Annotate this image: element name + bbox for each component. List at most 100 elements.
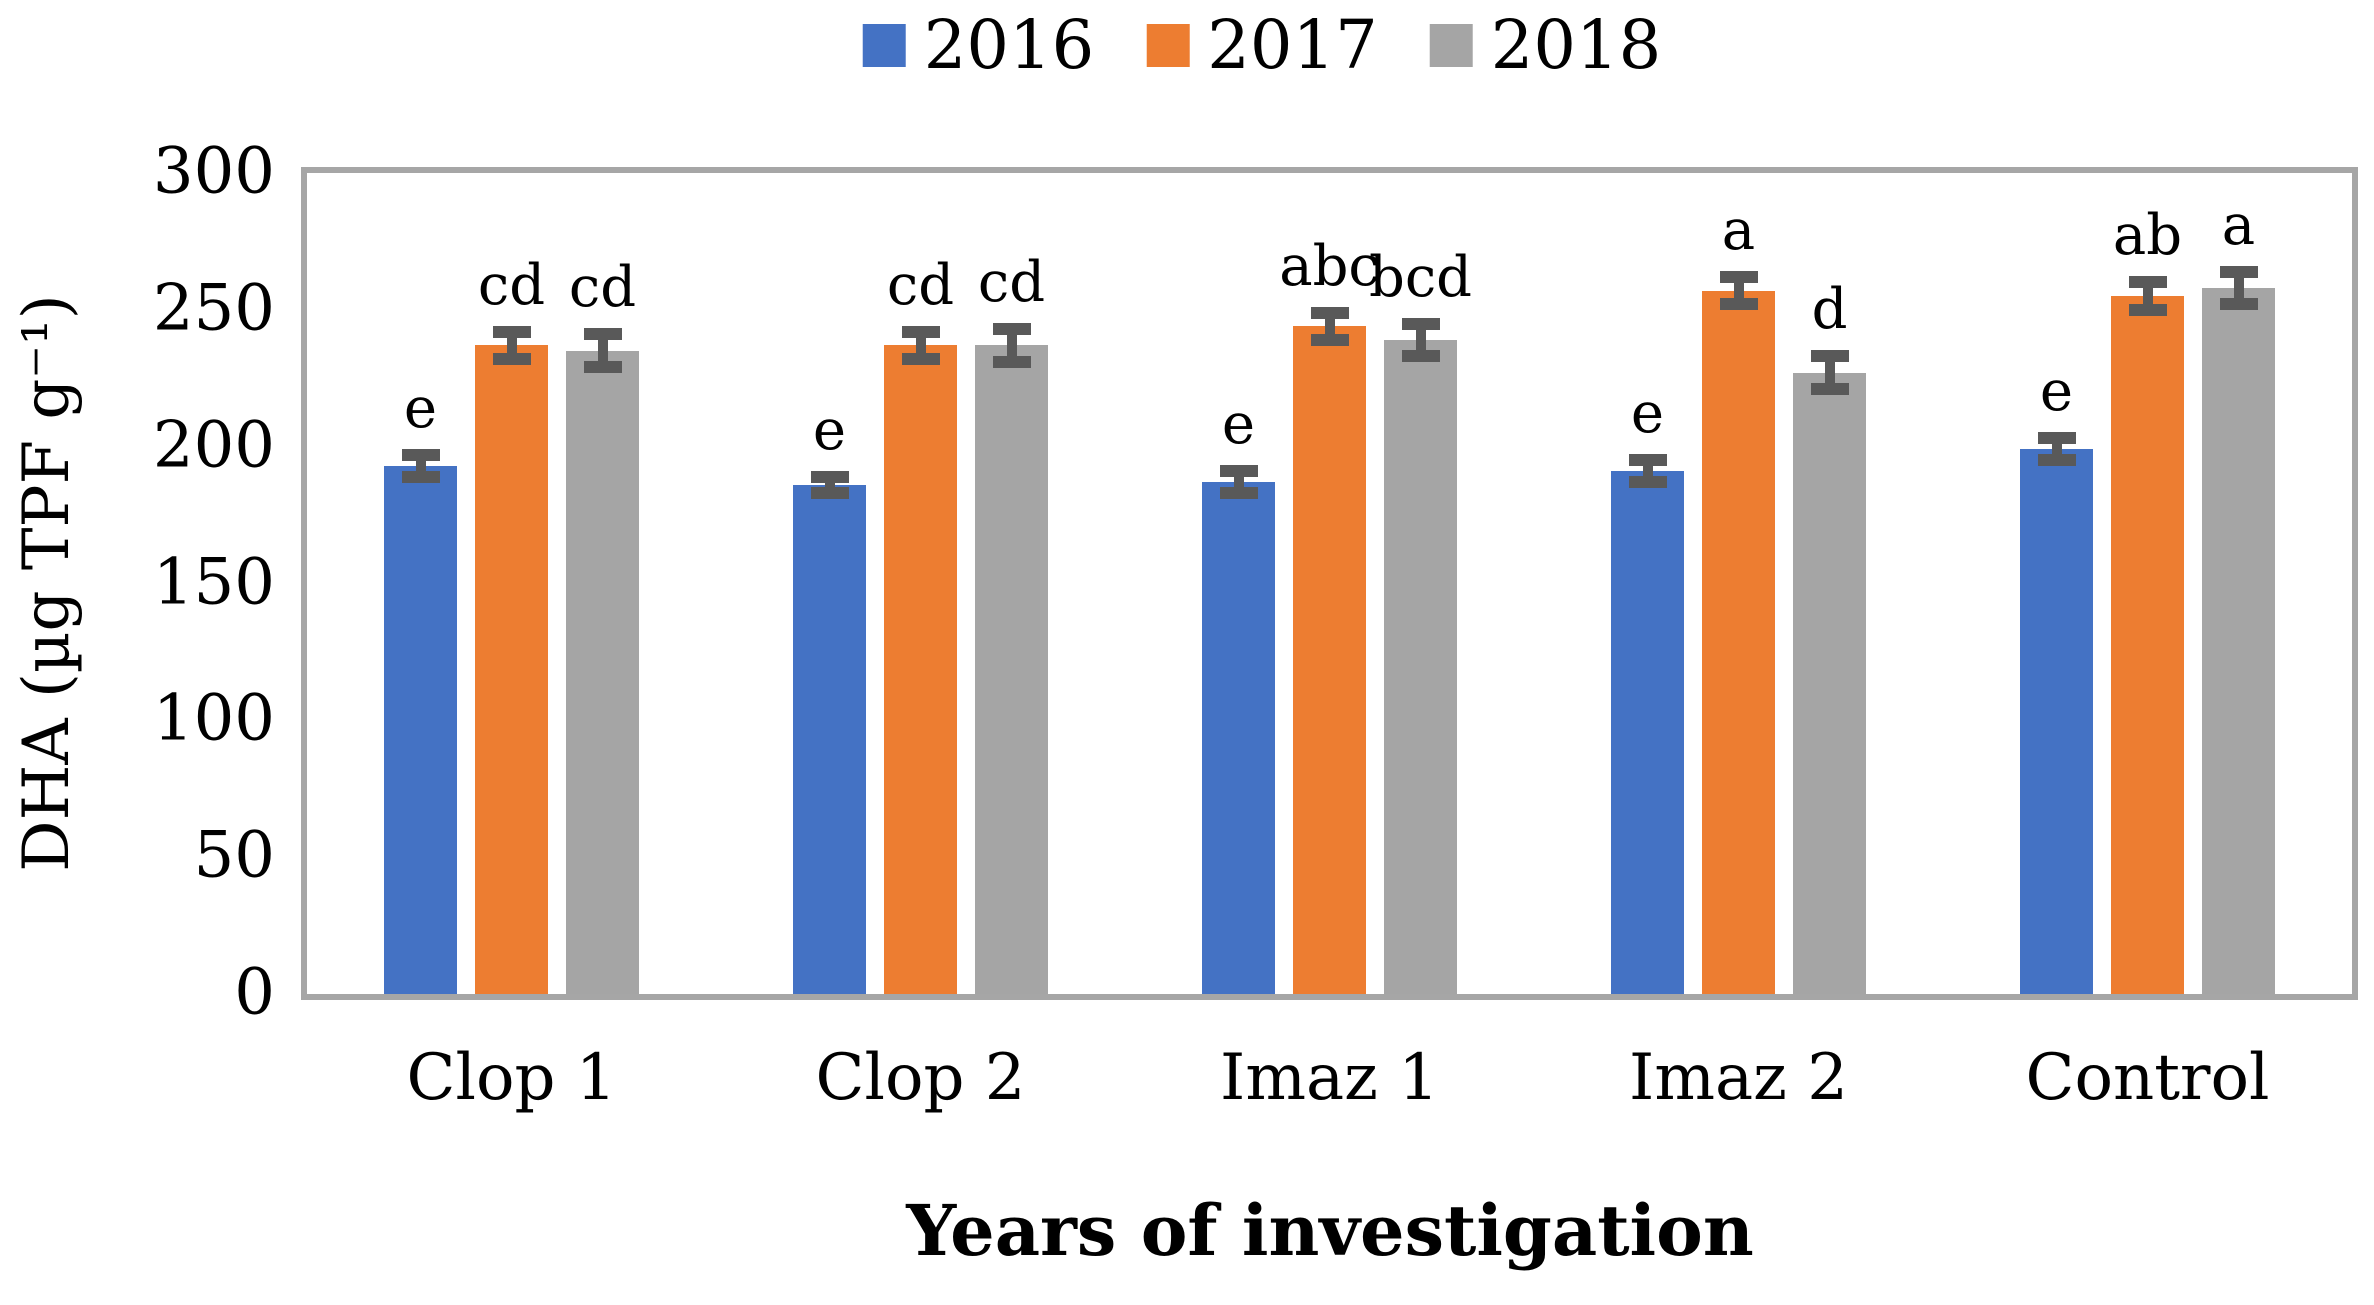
error-bar-cap-bottom (1628, 476, 1667, 489)
legend-swatch-icon (862, 24, 906, 67)
legend: 2016 2017 2018 (862, 6, 1662, 84)
legend-swatch-icon (1429, 24, 1473, 67)
y-tick-label: 50 (193, 818, 275, 893)
significance-letter: e (2039, 359, 2074, 425)
legend-item: 2018 (1429, 6, 1662, 84)
y-tick-label: 300 (152, 134, 275, 209)
legend-label: 2017 (1207, 6, 1378, 84)
error-bar-stem (824, 476, 835, 494)
error-bar-stem (2233, 271, 2244, 305)
significance-letter: e (812, 397, 847, 463)
error-bar-stem (1824, 356, 1835, 390)
error-bar-stem (1233, 471, 1244, 494)
significance-letter: e (403, 375, 438, 441)
error-bar-cap-bottom (1310, 333, 1349, 346)
error-bar-cap-bottom (1719, 298, 1758, 311)
y-tick-label: 100 (152, 682, 275, 757)
x-axis-title: Years of investigation (906, 1189, 1754, 1272)
error-bar-cap-top (1810, 350, 1849, 363)
error-bar-stem (415, 454, 426, 477)
significance-letter: e (1221, 392, 1256, 458)
x-category-label: Imaz 1 (1220, 1041, 1439, 1115)
bar-2017-clop2 (884, 345, 957, 994)
bar-2018-clop2 (975, 345, 1048, 994)
legend-swatch-icon (1146, 24, 1190, 67)
error-bar-cap-bottom (810, 487, 849, 500)
error-bar-cap-top (810, 470, 849, 483)
error-bar-cap-top (1401, 317, 1440, 330)
error-bar-stem (915, 331, 926, 360)
bar-2017-imaz2 (1702, 290, 1775, 994)
error-bar-stem (506, 331, 517, 360)
significance-letter: cd (568, 255, 637, 321)
error-bar-cap-top (2128, 276, 2167, 289)
error-bar-cap-bottom (401, 470, 440, 483)
error-bar-cap-bottom (492, 353, 531, 366)
bar-2016-imaz2 (1611, 471, 1684, 994)
legend-label: 2018 (1490, 6, 1662, 84)
x-category-label: Clop 2 (815, 1041, 1026, 1115)
y-axis-title: DHA (µg TPF g⁻¹) (10, 294, 84, 872)
y-tick-label: 200 (152, 408, 275, 483)
error-bar-stem (597, 334, 608, 368)
significance-letter: ab (2112, 203, 2183, 269)
x-category-label: Clop 1 (406, 1041, 617, 1115)
error-bar-cap-top (401, 448, 440, 461)
error-bar-cap-top (901, 325, 940, 338)
significance-letter: cd (977, 250, 1046, 315)
error-bar-stem (2051, 438, 2062, 461)
significance-letter: e (1630, 381, 1665, 447)
error-bar-cap-top (1628, 454, 1667, 467)
error-bar-cap-top (992, 322, 1031, 335)
error-bar-cap-top (1310, 306, 1349, 319)
bar-2018-imaz2 (1793, 372, 1866, 994)
bar-2016-control (2020, 449, 2093, 994)
bar-2018-clop1 (566, 350, 639, 994)
significance-letter: d (1811, 277, 1848, 343)
bar-2016-clop1 (384, 465, 457, 994)
error-bar-cap-bottom (1810, 383, 1849, 396)
error-bar-cap-top (2037, 432, 2076, 445)
bar-2017-imaz1 (1293, 326, 1366, 994)
significance-letter: abc (1279, 233, 1380, 299)
error-bar-cap-bottom (992, 355, 1031, 368)
error-bar-stem (1642, 460, 1653, 483)
error-bar-cap-top (1719, 270, 1758, 283)
bar-2017-clop1 (475, 345, 548, 994)
bar-2018-imaz1 (1384, 339, 1457, 994)
y-tick-label: 0 (234, 955, 275, 1030)
error-bar-cap-top (492, 325, 531, 338)
y-tick-label: 250 (152, 271, 275, 346)
error-bar-cap-bottom (583, 361, 622, 374)
significance-letter: a (1721, 198, 1756, 263)
legend-label: 2016 (923, 6, 1095, 84)
plot-area: e cd cd e cd cd e abc bcd e a d e ab a (301, 167, 2358, 1000)
error-bar-cap-bottom (2037, 454, 2076, 467)
error-bar-stem (2142, 282, 2153, 310)
error-bar-cap-top (583, 328, 622, 341)
y-tick-label: 150 (152, 545, 275, 620)
error-bar-cap-bottom (2219, 298, 2258, 311)
legend-item: 2017 (1146, 12, 1378, 79)
error-bar-stem (1733, 276, 1744, 305)
error-bar-cap-bottom (1401, 350, 1440, 363)
bar-2018-control (2202, 287, 2275, 994)
significance-letter: bcd (1368, 244, 1473, 310)
legend-item: 2016 (862, 6, 1095, 84)
error-bar-cap-bottom (1219, 487, 1258, 500)
significance-letter: a (2221, 192, 2256, 258)
error-bar-stem (1006, 328, 1017, 362)
error-bar-stem (1324, 312, 1335, 340)
error-bar-cap-bottom (901, 353, 940, 366)
bar-2017-control (2111, 296, 2184, 994)
x-category-label: Imaz 2 (1629, 1041, 1848, 1115)
error-bar-cap-bottom (2128, 303, 2167, 316)
x-category-label: Control (2025, 1041, 2270, 1115)
significance-letter: cd (886, 252, 955, 318)
significance-letter: cd (477, 252, 546, 318)
error-bar-cap-top (2219, 265, 2258, 278)
bar-2016-imaz1 (1202, 482, 1275, 994)
bar-2016-clop2 (793, 484, 866, 994)
error-bar-cap-top (1219, 465, 1258, 478)
